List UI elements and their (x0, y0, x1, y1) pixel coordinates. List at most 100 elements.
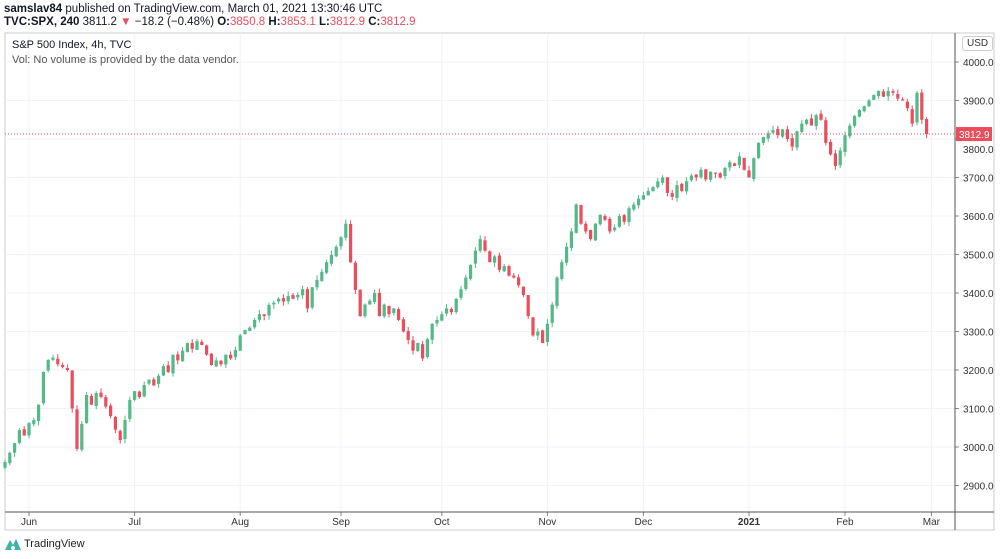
candle-body (229, 354, 233, 359)
candle (824, 116, 828, 146)
candle (694, 173, 698, 182)
candle (497, 252, 501, 273)
candle (829, 139, 833, 156)
candle-body (742, 157, 746, 170)
candle-body (752, 158, 756, 179)
candle (238, 333, 242, 352)
candle-body (320, 271, 324, 281)
close-value: 3812.9 (380, 16, 416, 28)
candle (195, 338, 199, 351)
candle-body (757, 142, 761, 158)
candle (598, 214, 602, 226)
candle (632, 202, 636, 212)
candle (339, 236, 343, 250)
candle-body (651, 187, 655, 192)
candle (190, 339, 194, 353)
candle (137, 390, 141, 399)
price-axis-label: 3400.0 (963, 289, 994, 300)
candle-body (305, 289, 309, 309)
candle-body (569, 231, 573, 248)
candle (401, 316, 405, 333)
candle-body (325, 262, 329, 273)
candle (377, 288, 381, 317)
currency-button[interactable]: USD (962, 36, 994, 51)
candle (752, 157, 756, 182)
candle-body (665, 177, 669, 193)
candle (910, 105, 914, 127)
candle (128, 396, 132, 422)
candle-body (617, 216, 621, 227)
chart-legend: S&P 500 Index, 4h, TVC Vol: No volume is… (12, 38, 239, 68)
legend-volume: Vol: No volume is provided by the data v… (12, 54, 239, 66)
candle (550, 301, 554, 328)
candle (22, 426, 26, 436)
candle-body (670, 193, 674, 197)
candle (689, 173, 693, 182)
candle (569, 228, 573, 252)
candle-body (257, 314, 261, 320)
time-axis-label: Oct (434, 517, 450, 528)
candle-body (13, 443, 17, 453)
candle-body (574, 204, 578, 233)
candle (593, 223, 597, 242)
tradingview-logo[interactable]: TradingView (5, 538, 85, 550)
candle (310, 286, 314, 310)
candle (3, 459, 7, 471)
candle (123, 415, 127, 444)
candle-body (205, 345, 209, 355)
candle (526, 295, 530, 319)
candle-body (80, 423, 84, 450)
candle (233, 346, 237, 361)
candle-body (358, 289, 362, 317)
candle-body (493, 256, 497, 263)
candle-body (857, 110, 861, 117)
candle-body (723, 167, 727, 177)
candle-body (401, 319, 405, 332)
candle (329, 250, 333, 267)
candle (805, 118, 809, 126)
candle-body (853, 115, 857, 126)
candle-body (560, 262, 564, 279)
time-axis-label: Mar (923, 517, 941, 528)
candle (166, 361, 170, 374)
candle (718, 172, 722, 179)
candle (680, 182, 684, 193)
candle (161, 363, 165, 377)
candle (709, 171, 713, 183)
candle (781, 128, 785, 139)
candle (200, 339, 204, 346)
candle (579, 204, 583, 225)
author-name[interactable]: samslav84 (4, 3, 63, 15)
candle (766, 130, 770, 142)
candle-body (593, 223, 597, 241)
candle (181, 346, 185, 362)
candle (118, 429, 122, 444)
candle-body (123, 420, 127, 439)
candle (109, 403, 113, 419)
candle (257, 309, 261, 323)
candle-body (704, 169, 708, 180)
candle (737, 152, 741, 169)
candle (665, 177, 669, 197)
candle (560, 259, 564, 281)
candle-body (195, 341, 199, 350)
candle-body (680, 183, 684, 191)
time-axis-label: Jul (128, 517, 141, 528)
candle (185, 342, 189, 353)
candle (651, 185, 655, 192)
candle (358, 289, 362, 317)
candle-body (824, 120, 828, 143)
candle-body (166, 365, 170, 372)
candle-body (267, 304, 271, 316)
candle-body (709, 171, 713, 180)
low-label: L: (318, 16, 330, 28)
candle (699, 167, 703, 179)
candle-body (238, 335, 242, 351)
candle-body (737, 156, 741, 166)
candle (670, 189, 674, 201)
candle (622, 213, 626, 225)
candle-body (613, 227, 617, 231)
price-axis-label: 3900.0 (963, 97, 994, 108)
candle (80, 421, 84, 452)
